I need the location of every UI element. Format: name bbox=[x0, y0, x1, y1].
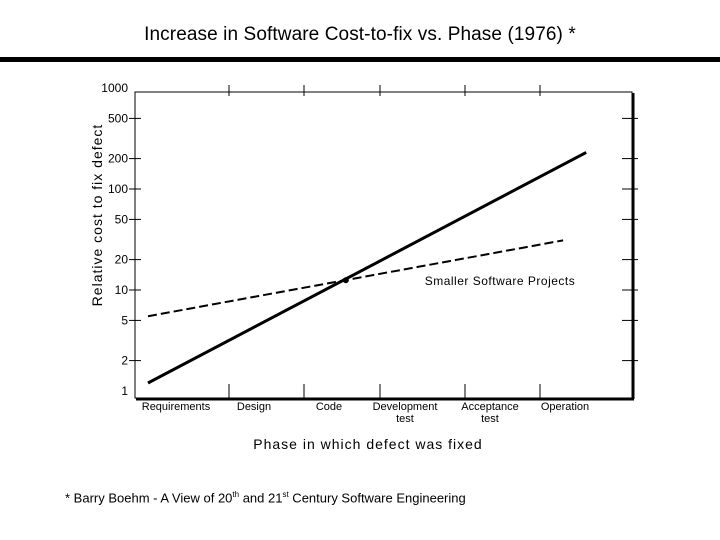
x-tick-label: Code bbox=[316, 401, 342, 413]
y-tick-labels: 1 2 5 10 20 50 100 200 500 1000 bbox=[101, 81, 128, 398]
y-tick-label: 100 bbox=[108, 182, 128, 196]
y-tick-label: 5 bbox=[121, 313, 128, 327]
series-line-solid bbox=[147, 151, 587, 385]
y-tick-label: 1 bbox=[121, 384, 128, 398]
footnote-sup-st: st bbox=[282, 490, 289, 499]
y-tick-label: 200 bbox=[108, 152, 128, 166]
y-tick-label: 500 bbox=[108, 111, 128, 125]
title-divider bbox=[0, 57, 720, 62]
footnote-sup-th: th bbox=[232, 490, 240, 499]
footnote-prefix: * Barry Boehm - A View of 20 bbox=[65, 490, 233, 506]
x-tick-label: Operation bbox=[541, 401, 589, 413]
footnote-middle: and 21 bbox=[239, 490, 283, 506]
x-tick-label-line: Development bbox=[373, 401, 438, 413]
axis-ticks bbox=[129, 85, 638, 398]
y-tick-label: 1000 bbox=[101, 81, 128, 95]
x-tick-label: Design bbox=[237, 401, 271, 413]
x-tick-labels: Requirements Design Code Development testAcc… bbox=[142, 401, 589, 425]
x-tick-label-line: Design bbox=[237, 401, 271, 413]
x-tick-label-line: Operation bbox=[541, 401, 589, 413]
x-tick-label: Acceptance test bbox=[461, 401, 518, 425]
intersection-marker bbox=[342, 277, 349, 284]
plot-frame bbox=[134, 91, 635, 401]
footnote-suffix: Century Software Engineering bbox=[288, 490, 466, 506]
plot-border bbox=[134, 91, 633, 399]
x-tick-label-line: test bbox=[396, 413, 414, 425]
series-lines bbox=[147, 151, 587, 385]
x-tick-label: Development test bbox=[373, 401, 438, 425]
chart-title: Increase in Software Cost-to-fix vs. Pha… bbox=[144, 24, 576, 45]
x-tick-label: Requirements bbox=[142, 401, 211, 413]
x-tick-label-line: Acceptance bbox=[461, 401, 518, 413]
x-tick-label-line: Code bbox=[316, 401, 342, 413]
footnote: * Barry Boehm - A View of 20th and 21st … bbox=[65, 490, 466, 505]
y-tick-label: 10 bbox=[115, 283, 129, 297]
y-tick-label: 50 bbox=[115, 212, 129, 226]
y-tick-label: 20 bbox=[115, 253, 129, 267]
x-tick-label-line: Requirements bbox=[142, 401, 211, 413]
x-axis-label: Phase in which defect was fixed bbox=[253, 436, 482, 452]
annotation-smaller-projects: Smaller Software Projects bbox=[425, 274, 576, 288]
y-tick-label: 2 bbox=[121, 354, 128, 368]
y-axis-label: Relative cost to fix defect bbox=[89, 124, 105, 307]
series-line-dashed bbox=[147, 239, 564, 318]
x-tick-label-line: test bbox=[481, 413, 499, 425]
